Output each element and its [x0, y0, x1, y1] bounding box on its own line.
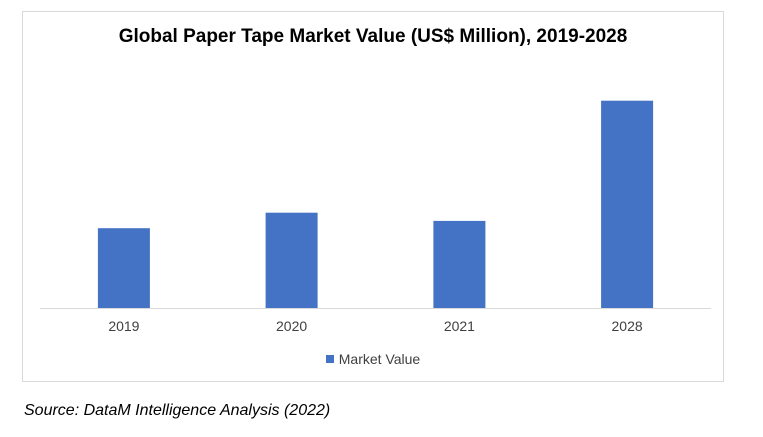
- bar-2019: [97, 228, 150, 308]
- legend: Market Value: [23, 351, 723, 367]
- x-tick-label-2021: 2021: [444, 318, 475, 334]
- x-tick-label-2019: 2019: [108, 318, 139, 334]
- legend-swatch: [325, 355, 334, 363]
- bar-2028: [601, 100, 654, 308]
- bar-chart: 2019 2020 2021 2028: [40, 100, 711, 334]
- bar-2021: [433, 220, 486, 308]
- source-note: Source: DataM Intelligence Analysis (202…: [24, 402, 331, 419]
- chart-title: Global Paper Tape Market Value (US$ Mill…: [118, 26, 628, 47]
- chart-frame: Global Paper Tape Market Value (US$ Mill…: [22, 11, 724, 382]
- bars-group: [97, 100, 654, 308]
- bar-2020: [265, 212, 318, 308]
- x-tick-label-2028: 2028: [612, 318, 643, 334]
- legend-label: Market Value: [338, 351, 421, 367]
- x-tick-labels: 2019 2020 2021 2028: [108, 318, 643, 334]
- x-tick-label-2020: 2020: [276, 318, 307, 334]
